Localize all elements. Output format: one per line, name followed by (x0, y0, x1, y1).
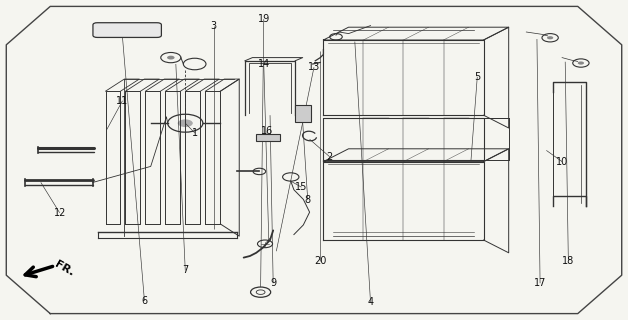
Text: 12: 12 (53, 208, 66, 218)
Circle shape (547, 36, 553, 39)
Text: 7: 7 (182, 265, 188, 276)
Text: 11: 11 (116, 96, 129, 106)
Text: 16: 16 (261, 126, 273, 136)
Text: 4: 4 (367, 297, 374, 308)
Text: 15: 15 (295, 182, 308, 192)
Bar (256, 134, 280, 141)
Text: 18: 18 (562, 256, 575, 266)
Text: 5: 5 (474, 72, 480, 82)
FancyBboxPatch shape (93, 23, 161, 37)
Text: 2: 2 (327, 152, 333, 162)
Text: 13: 13 (308, 62, 320, 72)
Circle shape (178, 119, 193, 127)
Text: FR.: FR. (53, 259, 76, 278)
Text: 3: 3 (210, 20, 217, 31)
Bar (295, 105, 311, 122)
Text: 10: 10 (556, 156, 568, 167)
Text: 19: 19 (257, 14, 270, 24)
Text: 9: 9 (270, 278, 276, 288)
Circle shape (167, 56, 175, 60)
Text: 6: 6 (141, 296, 148, 306)
Circle shape (578, 61, 584, 65)
Text: 17: 17 (534, 278, 546, 288)
Text: 14: 14 (257, 59, 270, 69)
Text: 1: 1 (192, 128, 198, 138)
Text: 8: 8 (305, 195, 311, 205)
Text: 20: 20 (314, 256, 327, 266)
